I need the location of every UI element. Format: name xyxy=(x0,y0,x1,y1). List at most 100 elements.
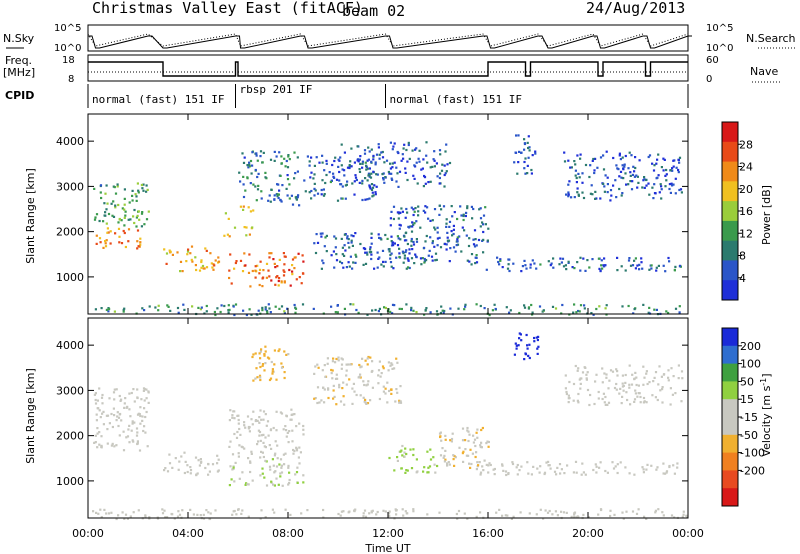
data-cell xyxy=(364,398,367,401)
data-cell xyxy=(258,268,262,271)
data-cell xyxy=(351,182,354,185)
data-cell xyxy=(425,141,428,144)
data-cell xyxy=(408,248,411,251)
data-cell xyxy=(111,214,114,217)
data-cell xyxy=(636,175,639,178)
data-cell xyxy=(542,517,545,520)
data-cell xyxy=(108,307,111,311)
data-cell xyxy=(353,193,356,196)
data-cell xyxy=(104,242,107,245)
data-cell xyxy=(635,383,638,387)
data-cell xyxy=(493,303,496,306)
data-cell xyxy=(334,237,338,240)
data-cell xyxy=(314,251,318,255)
data-cell xyxy=(291,273,294,276)
data-cell xyxy=(382,367,385,370)
x-tick-label: 20:00 xyxy=(572,527,604,540)
data-cell xyxy=(186,250,190,253)
data-cell xyxy=(446,239,449,242)
data-cell xyxy=(315,233,318,236)
data-cell xyxy=(475,468,478,471)
data-cell xyxy=(264,459,267,462)
data-cell xyxy=(214,313,217,317)
data-cell xyxy=(368,150,371,153)
data-cell xyxy=(534,152,537,155)
data-cell xyxy=(277,193,280,196)
data-cell xyxy=(276,265,279,268)
data-cell xyxy=(351,267,354,270)
data-cell xyxy=(527,354,530,357)
data-cell xyxy=(633,473,636,476)
data-cell xyxy=(527,135,530,138)
data-cell xyxy=(186,470,189,474)
data-cell xyxy=(421,167,424,170)
data-cell xyxy=(262,418,265,421)
data-cell xyxy=(136,214,139,217)
data-cell xyxy=(511,462,515,466)
data-cell xyxy=(410,240,413,243)
colorbar-swatch xyxy=(722,434,738,454)
data-cell xyxy=(417,214,420,217)
data-cell xyxy=(259,376,262,379)
data-cell xyxy=(366,179,369,182)
data-cell xyxy=(396,211,399,214)
data-cell xyxy=(107,231,110,234)
data-cell xyxy=(625,183,628,186)
data-cell xyxy=(132,215,135,218)
data-cell xyxy=(573,196,576,199)
data-cell xyxy=(364,247,367,251)
data-cell xyxy=(106,442,109,445)
data-cell xyxy=(439,246,443,249)
data-cell xyxy=(438,432,442,435)
data-cell xyxy=(261,161,264,164)
data-cell xyxy=(682,513,685,516)
data-cell xyxy=(318,401,321,404)
data-cell xyxy=(665,168,668,172)
data-cell xyxy=(433,226,436,229)
data-cell xyxy=(247,483,250,486)
data-cell xyxy=(389,167,392,170)
colorbar-swatch xyxy=(722,363,738,382)
data-cell xyxy=(415,240,419,243)
data-cell xyxy=(100,516,103,519)
data-cell xyxy=(633,175,636,178)
data-cell xyxy=(667,369,670,372)
data-cell xyxy=(402,261,405,264)
data-cell xyxy=(129,515,132,518)
data-cell xyxy=(120,398,123,401)
data-cell xyxy=(602,154,605,157)
data-cell xyxy=(345,183,348,186)
data-cell xyxy=(627,183,630,186)
data-cell xyxy=(638,392,641,395)
data-cell xyxy=(362,396,365,399)
data-cell xyxy=(256,264,259,267)
data-cell xyxy=(329,180,332,184)
data-cell xyxy=(100,444,103,447)
data-cell xyxy=(176,515,180,518)
data-cell xyxy=(401,508,404,511)
data-cell xyxy=(115,419,118,422)
data-cell xyxy=(521,265,524,268)
data-cell xyxy=(399,238,402,241)
data-cell xyxy=(629,264,633,267)
data-cell xyxy=(618,392,621,395)
data-cell xyxy=(472,243,476,246)
data-cell xyxy=(285,429,288,432)
data-cell xyxy=(328,171,331,174)
data-cell xyxy=(223,304,226,308)
data-cell xyxy=(129,218,132,221)
data-cell xyxy=(602,264,605,267)
data-cell xyxy=(412,223,415,226)
data-cell xyxy=(361,198,364,202)
data-cell xyxy=(316,363,319,366)
power-colorbar-label: Power [dB] xyxy=(760,185,773,245)
data-cell xyxy=(526,344,529,347)
data-cell xyxy=(284,508,287,511)
data-cell xyxy=(102,423,105,426)
data-cell xyxy=(117,203,120,207)
data-cell xyxy=(352,303,355,306)
data-cell xyxy=(393,242,396,245)
data-cell xyxy=(626,398,629,402)
data-cell xyxy=(333,395,336,398)
data-cell xyxy=(554,510,557,513)
